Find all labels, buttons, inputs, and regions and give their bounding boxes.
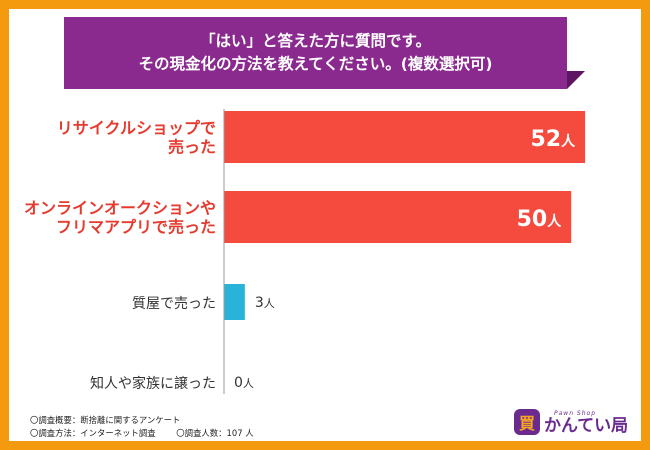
bar-0: [224, 111, 586, 163]
value-label-3: 0人: [234, 375, 254, 391]
value-label-1: 50人: [517, 207, 563, 232]
category-label-0-1: 売った: [168, 138, 216, 157]
chart-card: 「はい」と答えた方に質問です。 その現金化の方法を教えてください。(複数選択可)…: [9, 9, 641, 441]
title-banner: [64, 17, 567, 89]
logo-name: かんてい局: [544, 415, 629, 436]
value-label-2: 3人: [255, 295, 275, 311]
chart-title: 「はい」と答えた方に質問です。 その現金化の方法を教えてください。(複数選択可): [64, 17, 567, 89]
category-label-0-0: リサイクルショップで: [57, 119, 216, 138]
category-label-1-0: オンラインオークションや: [24, 199, 216, 218]
logo-subtitle: Pawn Shop: [554, 409, 597, 417]
bar-1: [224, 191, 572, 243]
category-label-2-0: 質屋で売った: [132, 296, 216, 312]
category-label-3-0: 知人や家族に譲った: [90, 375, 216, 392]
category-label-1-1: フリマアプリで売った: [56, 218, 216, 237]
bar-2: [224, 284, 245, 320]
title-line-1: 「はい」と答えた方に質問です。: [200, 32, 431, 50]
title-line-2: その現金化の方法を教えてください。(複数選択可): [138, 55, 493, 73]
survey-method: 〇調査方法：インターネット調査: [30, 428, 156, 438]
value-label-0: 52人: [530, 127, 576, 152]
footer-notes: 〇調査概要：断捨離に関するアンケート 〇調査方法：インターネット調査 〇調査人数…: [30, 414, 272, 440]
title-banner-fold: [567, 71, 585, 89]
survey-respondents: 〇調査人数：107 人: [176, 428, 254, 438]
pawn-shop-logo-icon: 買: [514, 409, 540, 435]
brand-logo: 買 Pawn Shop かんてい局: [514, 409, 628, 435]
survey-summary: 〇調査概要：断捨離に関するアンケート: [30, 415, 181, 425]
